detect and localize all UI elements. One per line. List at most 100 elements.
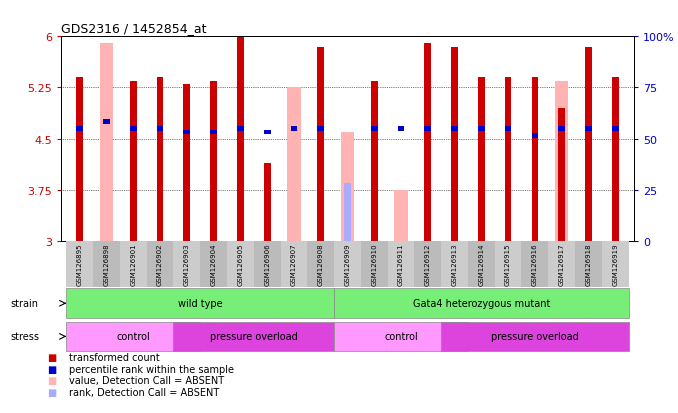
- Bar: [398, 127, 404, 132]
- Bar: [441, 322, 629, 351]
- Bar: [264, 163, 271, 242]
- Bar: [157, 127, 163, 132]
- Bar: [575, 242, 602, 287]
- Bar: [264, 130, 271, 135]
- Bar: [395, 190, 407, 242]
- Bar: [388, 242, 414, 287]
- Bar: [452, 127, 458, 132]
- Bar: [361, 242, 388, 287]
- Text: GSM126904: GSM126904: [211, 243, 216, 285]
- Text: stress: stress: [10, 332, 39, 342]
- Bar: [452, 47, 458, 242]
- Text: pressure overload: pressure overload: [491, 332, 579, 342]
- Bar: [585, 47, 592, 242]
- Text: GSM126901: GSM126901: [130, 243, 136, 285]
- Bar: [281, 242, 307, 287]
- Text: GSM126895: GSM126895: [77, 243, 83, 285]
- Bar: [371, 81, 378, 242]
- Text: control: control: [384, 332, 418, 342]
- Bar: [549, 242, 575, 287]
- Bar: [424, 44, 431, 242]
- Bar: [66, 289, 334, 318]
- Bar: [130, 81, 137, 242]
- Bar: [254, 242, 281, 287]
- Bar: [558, 109, 565, 242]
- Text: percentile rank within the sample: percentile rank within the sample: [69, 364, 234, 374]
- Bar: [532, 133, 538, 138]
- Bar: [184, 130, 191, 135]
- Bar: [344, 184, 351, 242]
- Text: GSM126914: GSM126914: [479, 243, 484, 285]
- Bar: [291, 127, 297, 132]
- Bar: [66, 242, 93, 287]
- Bar: [424, 127, 431, 132]
- Text: GSM126919: GSM126919: [612, 243, 618, 285]
- Text: GSM126905: GSM126905: [237, 243, 243, 285]
- Bar: [287, 88, 300, 242]
- Text: strain: strain: [10, 299, 38, 309]
- Bar: [227, 242, 254, 287]
- Bar: [77, 127, 83, 132]
- Bar: [103, 120, 110, 125]
- Text: GSM126915: GSM126915: [505, 243, 511, 285]
- Bar: [200, 242, 227, 287]
- Text: rank, Detection Call = ABSENT: rank, Detection Call = ABSENT: [69, 387, 220, 397]
- Bar: [468, 242, 495, 287]
- Bar: [478, 78, 485, 242]
- Bar: [157, 78, 163, 242]
- Bar: [184, 85, 191, 242]
- Text: GSM126913: GSM126913: [452, 243, 458, 285]
- Text: GSM126903: GSM126903: [184, 243, 190, 285]
- Bar: [146, 242, 174, 287]
- Bar: [237, 127, 243, 132]
- Text: GSM126908: GSM126908: [318, 243, 323, 285]
- Text: GSM126918: GSM126918: [585, 243, 591, 285]
- Text: GSM126910: GSM126910: [372, 243, 377, 285]
- Text: Gata4 heterozygous mutant: Gata4 heterozygous mutant: [413, 299, 550, 309]
- Bar: [334, 322, 468, 351]
- Text: wild type: wild type: [178, 299, 222, 309]
- Bar: [77, 78, 83, 242]
- Bar: [371, 127, 378, 132]
- Text: ■: ■: [47, 387, 57, 397]
- Bar: [441, 242, 468, 287]
- Bar: [478, 127, 485, 132]
- Bar: [341, 133, 354, 242]
- Bar: [555, 81, 568, 242]
- Text: GSM126907: GSM126907: [291, 243, 297, 285]
- Bar: [558, 127, 565, 132]
- Bar: [130, 127, 137, 132]
- Bar: [174, 322, 334, 351]
- Bar: [307, 242, 334, 287]
- Text: value, Detection Call = ABSENT: value, Detection Call = ABSENT: [69, 375, 224, 385]
- Text: GDS2316 / 1452854_at: GDS2316 / 1452854_at: [61, 21, 207, 35]
- Text: ■: ■: [47, 375, 57, 385]
- Text: GSM126906: GSM126906: [264, 243, 270, 285]
- Text: GSM126912: GSM126912: [425, 243, 431, 285]
- Bar: [495, 242, 521, 287]
- Bar: [585, 127, 592, 132]
- Bar: [504, 78, 511, 242]
- Bar: [317, 47, 324, 242]
- Bar: [100, 44, 113, 242]
- Bar: [66, 322, 200, 351]
- Bar: [334, 242, 361, 287]
- Bar: [174, 242, 200, 287]
- Text: GSM126898: GSM126898: [104, 243, 110, 285]
- Text: ■: ■: [47, 352, 57, 362]
- Bar: [334, 289, 629, 318]
- Text: control: control: [117, 332, 151, 342]
- Text: GSM126911: GSM126911: [398, 243, 404, 285]
- Bar: [602, 242, 629, 287]
- Bar: [521, 242, 549, 287]
- Text: ■: ■: [47, 364, 57, 374]
- Bar: [210, 81, 217, 242]
- Bar: [120, 242, 146, 287]
- Bar: [532, 78, 538, 242]
- Bar: [504, 127, 511, 132]
- Text: GSM126909: GSM126909: [344, 243, 351, 285]
- Text: GSM126916: GSM126916: [532, 243, 538, 285]
- Text: transformed count: transformed count: [69, 352, 160, 362]
- Bar: [612, 127, 618, 132]
- Text: GSM126917: GSM126917: [559, 243, 565, 285]
